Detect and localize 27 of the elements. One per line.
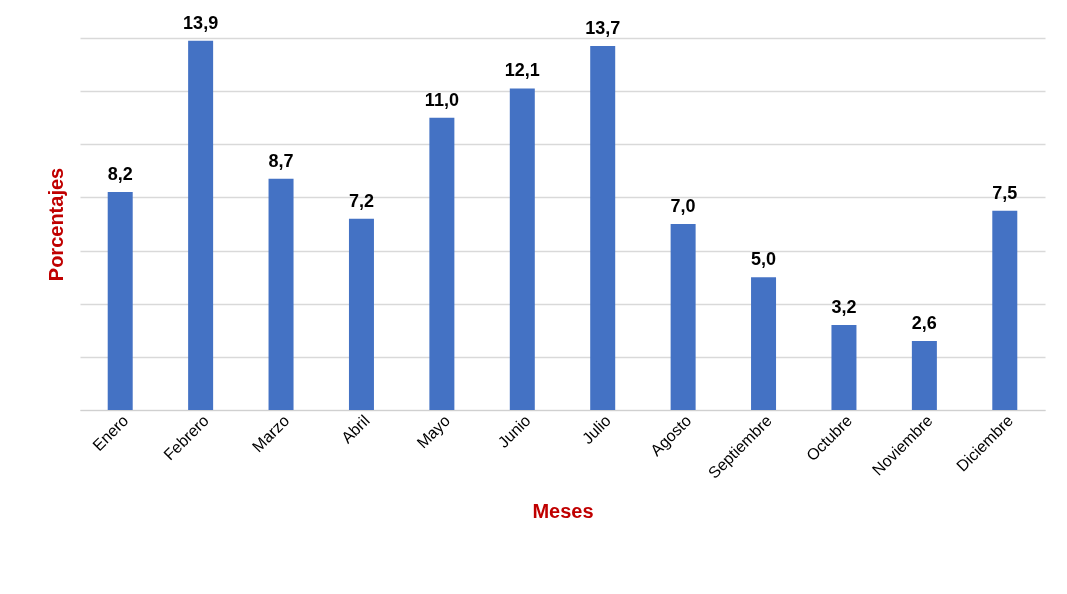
x-tick-label: Julio: [578, 411, 615, 448]
data-label: 7,0: [670, 196, 696, 216]
data-label: 13,7: [585, 17, 621, 38]
y-axis-title: Porcentajes: [44, 167, 67, 282]
data-label: 3,2: [831, 296, 857, 317]
data-label: 11,0: [424, 89, 459, 110]
bar: [831, 324, 857, 410]
bar: [268, 178, 294, 410]
data-label: 7,2: [348, 190, 374, 211]
data-label: 13,9: [183, 12, 219, 33]
bar: [590, 45, 616, 410]
bar: [107, 192, 133, 410]
bar: [348, 218, 374, 410]
data-label: 7,5: [992, 182, 1018, 203]
data-label: 8,7: [268, 150, 294, 171]
x-axis-title: Meses: [532, 499, 594, 522]
data-label: 2,6: [911, 312, 937, 333]
data-label: 8,2: [107, 164, 133, 185]
bar: [188, 40, 214, 410]
bar: [992, 210, 1018, 410]
bar: [670, 224, 696, 410]
bar: [911, 340, 937, 410]
bar: [509, 88, 535, 410]
data-label: 5,0: [751, 249, 777, 270]
bar: [751, 277, 777, 410]
data-label: 12,1: [504, 60, 540, 81]
bar: [429, 117, 455, 410]
